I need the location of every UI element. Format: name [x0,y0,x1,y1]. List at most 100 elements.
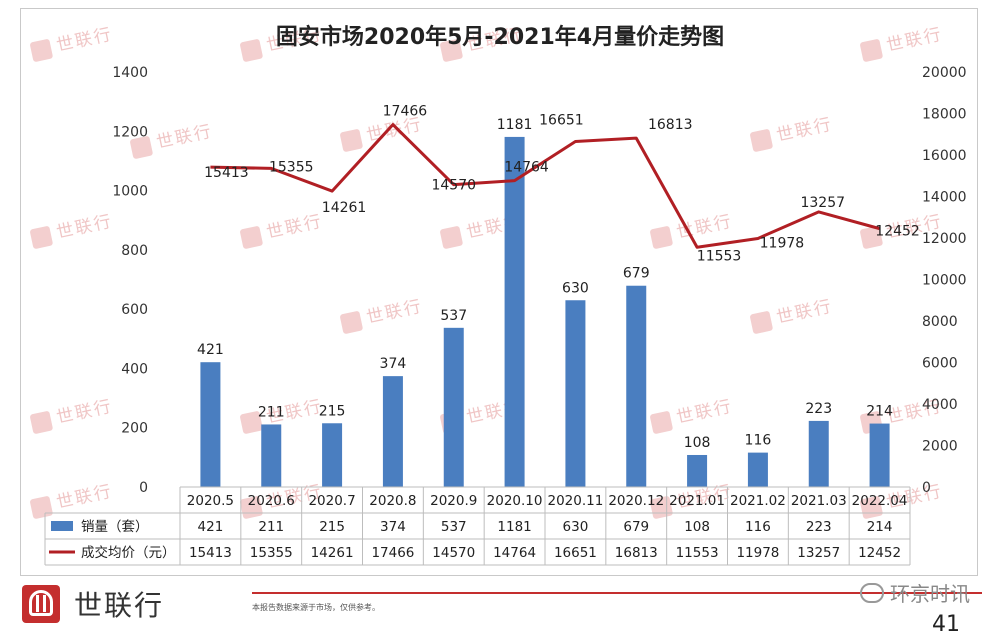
y-right-tick-label: 18000 [922,107,967,123]
table-cell-price: 14570 [432,545,475,561]
x-tick-label: 2020.9 [430,493,477,509]
wechat-account: 环京时讯 [890,582,970,606]
bar-data-label: 421 [197,342,224,358]
y-left-tick-label: 200 [121,421,148,437]
brand-name: 世联行 [74,589,165,622]
bar-data-label: 679 [623,266,650,282]
table-cell-sales: 679 [623,519,649,535]
bar-data-label: 1181 [497,117,533,133]
source-note: 本报告数据来源于市场，仅供参考。 [252,603,380,612]
table-cell-price: 11978 [736,545,779,561]
y-right-tick-label: 2000 [922,439,958,455]
y-right-tick-label: 20000 [922,65,967,81]
bar [322,423,343,487]
table-cell-sales: 214 [867,519,893,535]
bar-data-label: 211 [258,404,285,420]
table-cell-sales: 1181 [497,519,531,535]
page-number: 41 [932,612,960,637]
bar-data-label: 537 [440,308,467,324]
legend-label-price: 成交均价（元） [81,544,176,561]
price-line [210,123,880,249]
y-right-tick-label: 10000 [922,273,967,289]
x-tick-label: 2021.03 [791,493,847,509]
table-cell-price: 14261 [311,545,354,561]
table-cell-price: 12452 [858,545,901,561]
x-tick-label: 2021.02 [730,493,786,509]
y-left-tick-label: 600 [121,302,148,318]
line-data-label: 15413 [204,165,249,181]
bar [565,300,586,487]
table-cell-sales: 374 [380,519,406,535]
y-left-tick-label: 800 [121,243,148,259]
table-cell-price: 14764 [493,545,536,561]
y-left-tick-label: 400 [121,361,148,377]
y-right-tick-label: 16000 [922,148,967,164]
table-cell-sales: 630 [563,519,589,535]
y-left-tick-label: 1200 [112,124,148,140]
brand-logo: 世联行 [22,584,164,624]
bar-data-label: 215 [319,403,346,419]
line-data-label: 15355 [269,159,314,175]
y-left-tick-label: 0 [139,480,148,496]
x-tick-label: 2020.6 [248,493,295,509]
legend-label-sales: 销量（套） [81,519,149,535]
wechat-tag: 环京时讯 [860,578,970,607]
x-tick-label: 2021.01 [669,493,725,509]
bar-data-label: 214 [866,404,893,420]
bar-data-label: 116 [745,433,772,449]
table-cell-price: 16813 [615,545,658,561]
table-cell-price: 16651 [554,545,597,561]
x-tick-label: 2020.7 [308,493,355,509]
bar-data-label: 223 [805,401,832,417]
bar [687,454,708,487]
line-data-label: 14570 [431,178,476,194]
y-right-tick-label: 14000 [922,190,967,206]
y-right-tick-label: 12000 [922,231,967,247]
x-tick-label: 2020.8 [369,493,416,509]
y-right-tick-label: 6000 [922,356,958,372]
x-tick-label: 2020.12 [608,493,664,509]
bar-data-label: 374 [380,356,407,372]
brand-mark-icon [22,585,60,623]
table-cell-sales: 108 [684,519,710,535]
table-cell-sales: 537 [441,519,467,535]
bar [504,136,525,488]
y-right-tick-label: 0 [922,480,931,496]
x-tick-label: 2020.11 [548,493,604,509]
line-data-label: 16651 [539,112,584,128]
chart-title: 固安市场2020年5月-2021年4月量价走势图 [276,24,724,50]
y-left-tick-label: 1400 [112,65,148,81]
y-right-tick-label: 8000 [922,314,958,330]
table-cell-sales: 215 [319,519,345,535]
bar [808,420,829,487]
table-cell-sales: 116 [745,519,771,535]
bar-data-label: 108 [684,435,711,451]
table-cell-sales: 211 [258,519,284,535]
bar [626,285,647,487]
line-data-label: 11553 [697,248,742,264]
slide-frame [20,8,978,576]
footer-divider [252,592,982,594]
bar [443,327,464,487]
y-right-tick-label: 4000 [922,397,958,413]
line-data-label: 11978 [760,235,805,251]
line-data-label: 14261 [322,200,367,216]
line-data-label: 13257 [800,195,845,211]
bar [200,362,221,487]
table-cell-price: 17466 [371,545,414,561]
x-tick-label: 2020.5 [187,493,234,509]
bar [261,424,282,487]
x-tick-label: 2022.04 [852,493,908,509]
bar [382,376,403,487]
table-cell-price: 15413 [189,545,232,561]
table-cell-price: 11553 [676,545,719,561]
bar-data-label: 630 [562,280,589,296]
x-tick-label: 2020.10 [487,493,543,509]
table-cell-price: 13257 [797,545,840,561]
line-data-label: 14764 [504,160,549,176]
wechat-icon [860,582,884,603]
bar [869,423,890,487]
table-cell-sales: 421 [198,519,224,535]
line-data-label: 12452 [875,224,920,240]
